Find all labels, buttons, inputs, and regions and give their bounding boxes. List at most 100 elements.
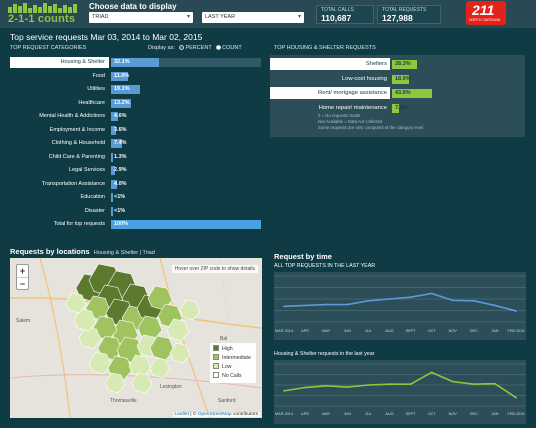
zoom-in-button[interactable]: + (19, 266, 26, 276)
data-point[interactable] (304, 304, 306, 307)
data-point[interactable] (494, 382, 496, 385)
location-select[interactable]: TRIAD ▾ (89, 12, 193, 23)
data-point[interactable] (494, 304, 496, 307)
zip-region[interactable] (65, 292, 87, 314)
osm-link[interactable]: OpenStreetMap (197, 412, 232, 417)
x-tick-label: FEB 2015 (507, 329, 525, 333)
data-point[interactable] (472, 299, 475, 302)
category-row[interactable]: Transportation Assistance 4.0% (10, 179, 262, 190)
category-row[interactable]: Disaster <1% (10, 206, 262, 217)
data-point[interactable] (515, 310, 517, 312)
data-point[interactable] (409, 383, 412, 386)
housing-bar (392, 89, 432, 98)
category-label: Education (80, 194, 105, 200)
legend-swatch (213, 372, 219, 378)
percent-radio[interactable] (179, 45, 185, 50)
category-value: 100% (114, 221, 129, 227)
data-point[interactable] (409, 296, 412, 299)
data-point[interactable] (472, 383, 475, 386)
legend-swatch (213, 354, 219, 360)
data-point[interactable] (283, 389, 285, 392)
category-row[interactable]: Employment & Income 3.6% (10, 125, 262, 136)
category-bar (111, 71, 128, 81)
page-title: Top service requests Mar 03, 2014 to Mar… (10, 32, 203, 42)
category-row[interactable]: Utilities 19.1% (10, 84, 262, 95)
logo-skyline-icon (8, 3, 78, 13)
leaflet-link[interactable]: Leaflet (174, 412, 189, 417)
series-line (283, 292, 517, 312)
data-point[interactable] (451, 299, 454, 302)
housing-bar-track: 18.9% (392, 74, 520, 84)
category-row[interactable]: Clothing & Household 7.4% (10, 138, 262, 149)
category-bar (111, 166, 116, 175)
data-point[interactable] (515, 396, 517, 399)
category-row[interactable]: Education <1% (10, 192, 262, 203)
data-point[interactable] (388, 298, 391, 300)
housing-request-label: Shelters (270, 58, 390, 70)
zip-region[interactable] (104, 372, 126, 394)
x-tick-label: NOV (448, 329, 457, 333)
housing-request-row[interactable]: Home repair/ maintenance 7.9% (270, 102, 525, 114)
zoom-control: + − (16, 264, 29, 290)
data-point[interactable] (346, 303, 349, 306)
housing-request-row[interactable]: Low-cost housing 18.9% (270, 73, 525, 85)
housing-requests-chart: MAR 2014 APR MAY JUN JUL AUG SEPT OCT NOV DEC JAN F… (274, 360, 526, 424)
chevron-down-icon: ▾ (186, 14, 190, 20)
zip-region[interactable] (131, 372, 153, 394)
zip-region[interactable] (149, 357, 171, 379)
legend-item: Intermediate (213, 354, 253, 363)
nc-211-badge[interactable]: 211 NORTH CAROLINA (466, 1, 506, 25)
hover-hint: Hover over ZIP code to show details (171, 265, 258, 273)
category-bar (111, 152, 113, 162)
total-requests-label: TOTAL REQUESTS (382, 7, 427, 13)
category-label: Transportation Assistance (41, 180, 105, 187)
housing-bar (392, 60, 418, 69)
location-select-value: TRIAD (92, 14, 109, 20)
category-bar (111, 85, 140, 94)
data-point[interactable] (367, 299, 370, 302)
data-point[interactable] (304, 386, 306, 389)
category-value: <1% (114, 194, 126, 200)
data-point[interactable] (283, 305, 285, 308)
category-value: <1% (114, 207, 126, 214)
data-point[interactable] (325, 384, 328, 387)
data-point[interactable] (367, 384, 370, 386)
data-point[interactable] (325, 303, 328, 306)
x-tick-label: JUL (364, 412, 372, 416)
data-point[interactable] (430, 371, 433, 374)
x-tick-label: JUL (364, 329, 372, 333)
category-row[interactable]: Housing & Shelter 32.1% (10, 57, 262, 68)
housing-request-row[interactable]: Rent/ mortgage assistance 43.9% (270, 87, 525, 99)
series-line (283, 371, 517, 399)
housing-request-row[interactable]: Shelters 28.3% (270, 58, 525, 70)
category-row[interactable]: Child Care & Parenting 1.3% (10, 152, 262, 163)
data-point[interactable] (430, 292, 433, 295)
data-point[interactable] (346, 386, 349, 388)
place-label: Thomasville (110, 398, 137, 404)
total-requests-stat: TOTAL REQUESTS 127,988 (377, 5, 441, 24)
category-row[interactable]: Legal Services 2.9% (10, 165, 262, 176)
data-point[interactable] (388, 383, 391, 386)
zip-region[interactable] (169, 342, 191, 364)
period-select[interactable]: LAST YEAR ▾ (202, 12, 304, 23)
category-row[interactable]: Mental Health & Addictions 4.6% (10, 111, 262, 122)
zoom-out-button[interactable]: − (17, 277, 28, 289)
data-point[interactable] (451, 380, 454, 383)
zip-region[interactable] (179, 299, 201, 321)
category-bar-track: 4.0% (111, 179, 261, 189)
zip-map[interactable]: + − Hover over ZIP code to show details … (10, 258, 262, 418)
category-row[interactable]: Healthcare 13.2% (10, 98, 262, 109)
zip-region[interactable] (166, 318, 190, 342)
x-tick-label: OCT (427, 329, 436, 333)
count-radio[interactable] (216, 45, 222, 50)
zip-regions (65, 263, 201, 394)
category-bar-track: 1.3% (111, 152, 261, 162)
housing-bar-track: 43.9% (392, 89, 520, 98)
categories-heading: TOP REQUEST CATEGORIES (10, 45, 87, 51)
housing-requests-panel: Shelters 28.3% Low-cost housing 18.9% Rent/ … (270, 55, 525, 137)
category-value: 7.4% (114, 140, 127, 146)
category-row[interactable]: Food 11.0% (10, 71, 262, 82)
zip-region[interactable] (137, 315, 163, 341)
category-bar (111, 220, 261, 229)
all-requests-chart-title: ALL TOP REQUESTS IN THE LAST YEAR (274, 263, 376, 269)
